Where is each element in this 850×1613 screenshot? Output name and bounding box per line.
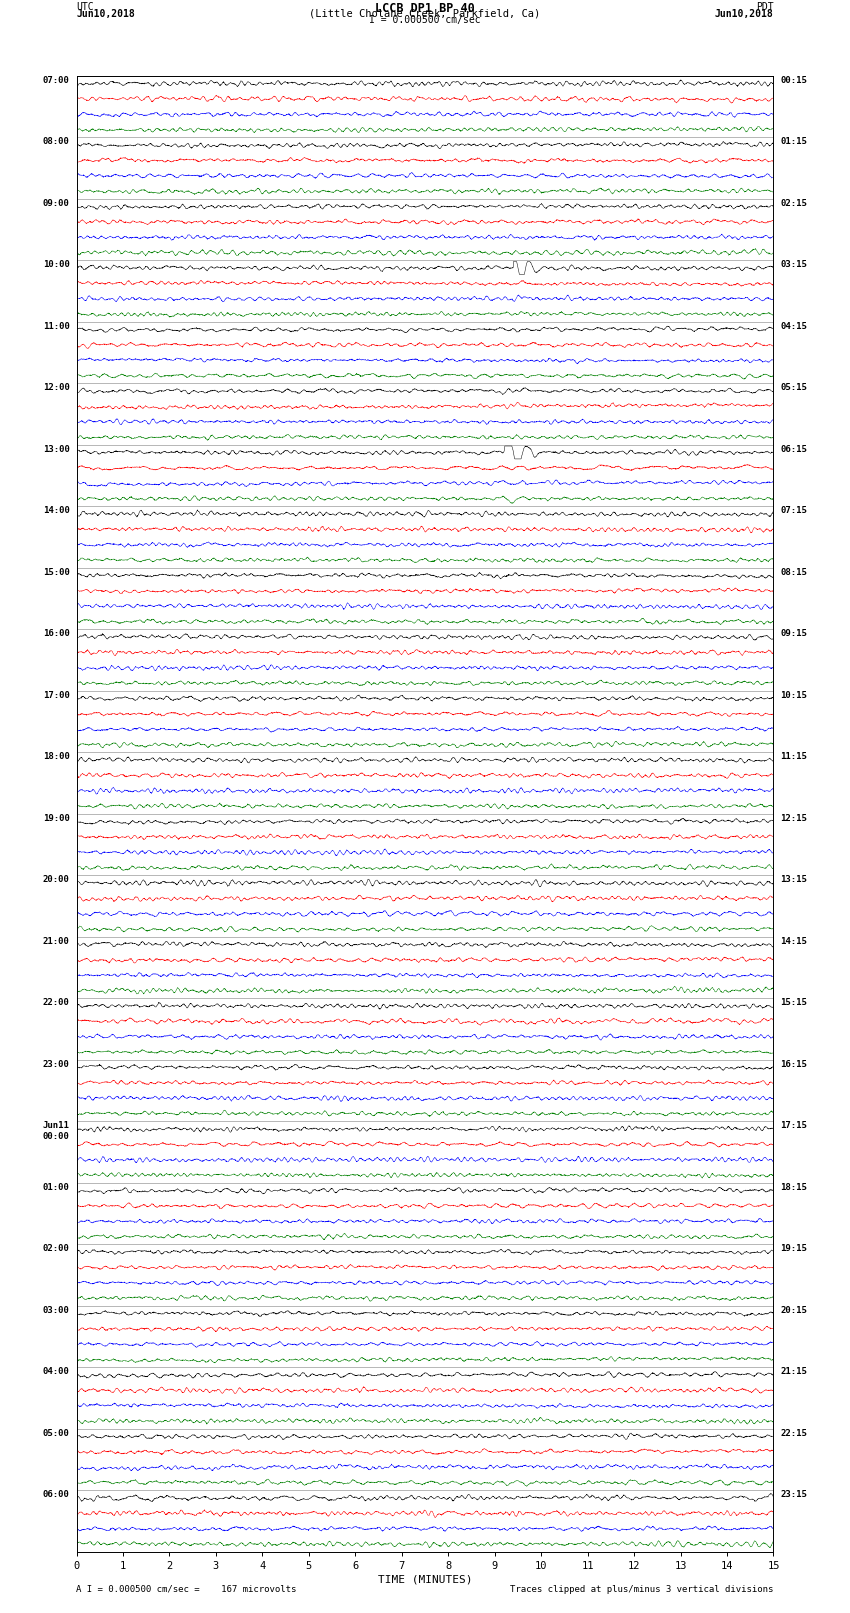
Text: 18:15: 18:15 <box>780 1182 808 1192</box>
Text: 05:00: 05:00 <box>42 1429 70 1437</box>
Text: Jun11
00:00: Jun11 00:00 <box>42 1121 70 1140</box>
Text: 19:15: 19:15 <box>780 1244 808 1253</box>
Text: 17:00: 17:00 <box>42 690 70 700</box>
Text: 05:15: 05:15 <box>780 384 808 392</box>
Text: 18:00: 18:00 <box>42 752 70 761</box>
Text: LCCB DP1 BP 40: LCCB DP1 BP 40 <box>375 3 475 16</box>
Text: 01:00: 01:00 <box>42 1182 70 1192</box>
Text: 04:15: 04:15 <box>780 321 808 331</box>
Text: 23:15: 23:15 <box>780 1490 808 1498</box>
Text: 20:15: 20:15 <box>780 1307 808 1315</box>
Text: 15:15: 15:15 <box>780 998 808 1007</box>
Text: 03:15: 03:15 <box>780 260 808 269</box>
Text: (Little Cholane Creek, Parkfield, Ca): (Little Cholane Creek, Parkfield, Ca) <box>309 10 541 19</box>
Text: 20:00: 20:00 <box>42 876 70 884</box>
Text: 01:15: 01:15 <box>780 137 808 147</box>
Text: A I = 0.000500 cm/sec =    167 microvolts: A I = 0.000500 cm/sec = 167 microvolts <box>76 1584 297 1594</box>
Text: 22:15: 22:15 <box>780 1429 808 1437</box>
Text: 02:15: 02:15 <box>780 198 808 208</box>
Text: 13:00: 13:00 <box>42 445 70 453</box>
Text: 16:15: 16:15 <box>780 1060 808 1069</box>
Text: 14:15: 14:15 <box>780 937 808 945</box>
Text: 04:00: 04:00 <box>42 1368 70 1376</box>
Text: 14:00: 14:00 <box>42 506 70 515</box>
Text: 11:15: 11:15 <box>780 752 808 761</box>
Text: 22:00: 22:00 <box>42 998 70 1007</box>
Text: 07:00: 07:00 <box>42 76 70 85</box>
Text: 07:15: 07:15 <box>780 506 808 515</box>
Text: 11:00: 11:00 <box>42 321 70 331</box>
Text: 03:00: 03:00 <box>42 1307 70 1315</box>
Text: 02:00: 02:00 <box>42 1244 70 1253</box>
Text: 10:00: 10:00 <box>42 260 70 269</box>
Text: 23:00: 23:00 <box>42 1060 70 1069</box>
Text: 08:00: 08:00 <box>42 137 70 147</box>
Text: 15:00: 15:00 <box>42 568 70 577</box>
Text: PDT: PDT <box>756 3 774 13</box>
Text: Traces clipped at plus/minus 3 vertical divisions: Traces clipped at plus/minus 3 vertical … <box>510 1584 774 1594</box>
Text: 00:15: 00:15 <box>780 76 808 85</box>
Text: 21:00: 21:00 <box>42 937 70 945</box>
Text: 21:15: 21:15 <box>780 1368 808 1376</box>
Text: 17:15: 17:15 <box>780 1121 808 1131</box>
Text: Jun10,2018: Jun10,2018 <box>715 10 774 19</box>
Text: 16:00: 16:00 <box>42 629 70 639</box>
Text: 06:15: 06:15 <box>780 445 808 453</box>
Text: 06:00: 06:00 <box>42 1490 70 1498</box>
Text: 19:00: 19:00 <box>42 815 70 823</box>
Text: Jun10,2018: Jun10,2018 <box>76 10 135 19</box>
Text: 09:00: 09:00 <box>42 198 70 208</box>
Text: I = 0.000500 cm/sec: I = 0.000500 cm/sec <box>369 15 481 24</box>
Text: 09:15: 09:15 <box>780 629 808 639</box>
Text: 10:15: 10:15 <box>780 690 808 700</box>
X-axis label: TIME (MINUTES): TIME (MINUTES) <box>377 1574 473 1586</box>
Text: 08:15: 08:15 <box>780 568 808 577</box>
Text: 13:15: 13:15 <box>780 876 808 884</box>
Text: UTC: UTC <box>76 3 94 13</box>
Text: 12:00: 12:00 <box>42 384 70 392</box>
Text: 12:15: 12:15 <box>780 815 808 823</box>
